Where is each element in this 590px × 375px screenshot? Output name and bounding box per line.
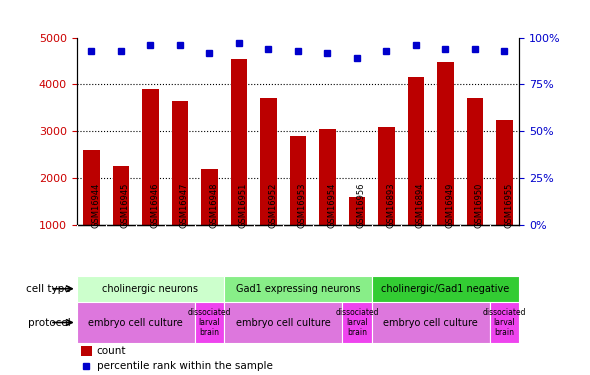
Bar [437, 62, 454, 225]
Text: GSM16949: GSM16949 [445, 182, 454, 228]
Text: GSM16894: GSM16894 [416, 182, 425, 228]
Bar [319, 129, 336, 225]
Bar [81, 346, 92, 356]
Bar [224, 276, 372, 302]
Bar [83, 150, 100, 225]
Text: GSM16944: GSM16944 [91, 182, 100, 228]
Text: dissociated
larval
brain: dissociated larval brain [188, 308, 231, 338]
Bar [378, 127, 395, 225]
Bar [113, 166, 129, 225]
Bar [260, 99, 277, 225]
Text: cholinergic neurons: cholinergic neurons [103, 284, 198, 294]
Bar [408, 77, 424, 225]
Text: count: count [97, 346, 126, 356]
Bar [142, 89, 159, 225]
Text: GSM16953: GSM16953 [298, 182, 307, 228]
Text: GSM16952: GSM16952 [268, 182, 277, 228]
Text: embryo cell culture: embryo cell culture [88, 318, 183, 327]
Text: GSM16948: GSM16948 [209, 182, 218, 228]
Bar [342, 302, 372, 343]
Text: dissociated
larval
brain: dissociated larval brain [335, 308, 379, 338]
Bar [172, 101, 188, 225]
Text: Gad1 expressing neurons: Gad1 expressing neurons [235, 284, 360, 294]
Text: protocol: protocol [28, 318, 71, 327]
Bar [195, 302, 224, 343]
Bar [467, 99, 483, 225]
Bar [201, 169, 218, 225]
Text: GSM16956: GSM16956 [357, 182, 366, 228]
Bar [77, 276, 224, 302]
Bar [496, 120, 513, 225]
Text: GSM16893: GSM16893 [386, 182, 395, 228]
Text: GSM16946: GSM16946 [150, 182, 159, 228]
Bar [77, 302, 195, 343]
Text: GSM16945: GSM16945 [121, 182, 130, 228]
Text: percentile rank within the sample: percentile rank within the sample [97, 361, 273, 370]
Text: GSM16955: GSM16955 [504, 182, 513, 228]
Bar [224, 302, 342, 343]
Bar [372, 276, 519, 302]
Text: GSM16954: GSM16954 [327, 182, 336, 228]
Text: embryo cell culture: embryo cell culture [236, 318, 330, 327]
Text: GSM16947: GSM16947 [180, 182, 189, 228]
Text: cell type: cell type [26, 284, 71, 294]
Bar [290, 136, 306, 225]
Text: GSM16950: GSM16950 [475, 182, 484, 228]
Text: GSM16951: GSM16951 [239, 182, 248, 228]
Text: cholinergic/Gad1 negative: cholinergic/Gad1 negative [381, 284, 510, 294]
Bar [231, 58, 247, 225]
Bar [490, 302, 519, 343]
Text: embryo cell culture: embryo cell culture [384, 318, 478, 327]
Bar [349, 197, 365, 225]
Text: dissociated
larval
brain: dissociated larval brain [483, 308, 526, 338]
Bar [372, 302, 490, 343]
